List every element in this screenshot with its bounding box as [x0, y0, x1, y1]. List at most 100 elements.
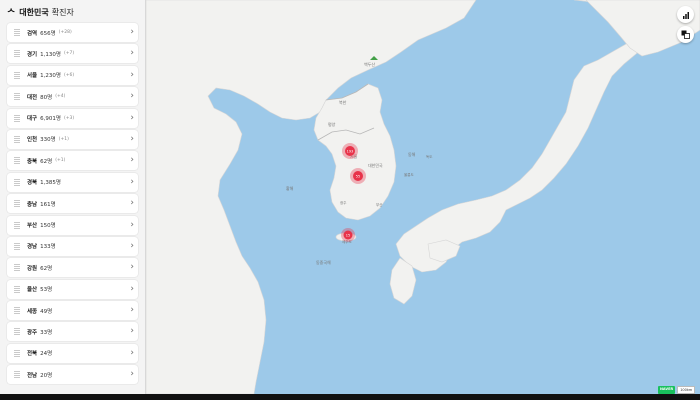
chevron-right-icon: › — [130, 305, 134, 316]
shikoku-land — [427, 239, 461, 263]
stats-button[interactable] — [677, 6, 694, 23]
case-marker[interactable]: 15 — [341, 228, 355, 242]
chevron-right-icon: › — [130, 69, 134, 80]
chevron-right-icon: › — [130, 112, 134, 123]
list-icon — [14, 307, 20, 315]
map-label: 울릉도 — [404, 172, 414, 177]
list-icon — [14, 157, 20, 165]
region-row[interactable]: 검역 656명 (+28) › — [7, 23, 138, 42]
region-row[interactable]: 울산 53명 › — [7, 279, 138, 299]
bottom-strip — [0, 394, 700, 400]
region-name: 광주 — [27, 329, 38, 336]
region-row[interactable]: 강원 62명 › — [7, 258, 138, 278]
chevron-right-icon: › — [130, 155, 134, 166]
chevron-right-icon: › — [130, 262, 134, 273]
translate-icon — [681, 30, 690, 39]
mountain-icon — [370, 56, 378, 60]
region-row[interactable]: 광주 33명 › — [7, 322, 138, 342]
map-label: 서울 — [350, 153, 358, 159]
region-delta: (+1) — [58, 136, 69, 142]
naver-logo: NAVER — [658, 386, 676, 394]
list-icon — [14, 50, 20, 58]
region-name: 경북 — [27, 180, 38, 187]
region-row[interactable]: 대전 80명 (+4) › — [7, 87, 138, 107]
region-row[interactable]: 서울 1,230명 (+6) › — [7, 65, 138, 85]
region-row[interactable]: 충북 62명 (+1) › — [7, 151, 138, 171]
region-count: 80명 — [40, 94, 53, 101]
region-name: 울산 — [27, 287, 38, 294]
china-korea-border — [325, 83, 369, 101]
map-label: 광주 — [340, 200, 347, 205]
region-row[interactable]: 세종 49명 › — [7, 301, 138, 321]
kyushu-land — [389, 257, 417, 305]
list-icon — [14, 285, 20, 293]
map-label: 평양 — [328, 121, 336, 127]
chevron-right-icon: › — [130, 176, 134, 187]
map-svg[interactable]: 백두산 평양 북한 서울 대한민국 동해 울릉도 독도 황해 광주 부산 제주도… — [146, 0, 700, 394]
region-name: 검역 — [27, 30, 38, 37]
region-count: 49명 — [40, 308, 53, 315]
hokkaido-land — [585, 0, 700, 57]
region-count: 24명 — [40, 351, 53, 358]
region-count: 1,130명 — [40, 51, 61, 58]
bar-chart-icon — [682, 11, 689, 19]
region-count: 33명 — [40, 329, 53, 336]
region-name: 서울 — [27, 73, 38, 80]
region-name: 대전 — [27, 94, 38, 101]
region-row[interactable]: 전북 24명 › — [7, 343, 138, 363]
map-label: 황해 — [286, 185, 294, 191]
region-count: 330명 — [40, 137, 56, 144]
marker-dot — [353, 171, 363, 181]
map-view[interactable]: 백두산 평양 북한 서울 대한민국 동해 울릉도 독도 황해 광주 부산 제주도… — [146, 0, 700, 394]
list-icon — [14, 200, 20, 208]
region-count: 62명 — [40, 265, 53, 272]
translate-button[interactable] — [677, 26, 694, 43]
region-delta: (+7) — [63, 51, 75, 57]
region-name: 인천 — [27, 137, 38, 144]
region-row[interactable]: 전남 20명 › — [7, 365, 138, 385]
region-row[interactable]: 대구 6,901명 (+3) › — [7, 108, 138, 128]
list-icon — [14, 93, 20, 101]
list-icon — [14, 114, 20, 122]
region-name: 대구 — [27, 116, 38, 123]
country-title: 대한민국 — [19, 7, 49, 17]
chevron-right-icon: › — [130, 369, 134, 380]
region-count: 20명 — [40, 372, 53, 379]
case-marker[interactable]: 55 — [350, 168, 366, 184]
dmz-border — [317, 127, 375, 141]
region-count: 656명 — [40, 30, 56, 37]
region-delta: (+3) — [63, 115, 75, 121]
region-name: 세종 — [27, 308, 38, 315]
chevron-right-icon: › — [130, 27, 134, 37]
region-row[interactable]: 충남 161명 › — [7, 194, 138, 214]
korean-peninsula-land — [313, 83, 397, 221]
map-label: 독도 — [426, 155, 433, 159]
chevron-right-icon: › — [130, 198, 134, 209]
region-count: 1,385명 — [40, 180, 61, 187]
marker-label: 15 — [346, 234, 350, 238]
list-icon — [14, 71, 20, 79]
list-icon — [14, 178, 20, 186]
case-marker[interactable]: 193 — [342, 143, 358, 159]
region-name: 전북 — [27, 351, 38, 358]
chevron-right-icon: › — [130, 326, 134, 337]
map-attribution: NAVER 100km — [658, 386, 696, 394]
list-icon — [14, 242, 20, 250]
region-count: 133명 — [40, 244, 56, 251]
logo-icon: ᄉ — [7, 8, 16, 19]
map-label: 제주도 — [342, 239, 352, 244]
region-row[interactable]: 경남 133명 › — [7, 236, 138, 256]
region-row[interactable]: 경북 1,385명 › — [7, 172, 138, 192]
region-delta: (+4) — [55, 94, 66, 100]
scale-bar: 100km — [677, 386, 696, 394]
list-icon — [14, 221, 20, 229]
list-icon — [14, 29, 20, 36]
region-row[interactable]: 인천 330명 (+1) › — [7, 129, 138, 149]
map-label: 동중국해 — [316, 259, 331, 265]
region-row[interactable]: 경기 1,130명 (+7) › — [7, 44, 138, 64]
chevron-right-icon: › — [130, 91, 134, 102]
region-row[interactable]: 부산 150명 › — [7, 215, 138, 235]
region-count: 150명 — [40, 223, 56, 230]
region-name: 부산 — [27, 223, 38, 230]
sidebar-header: ᄉ 대한민국 확진자 — [0, 0, 145, 24]
